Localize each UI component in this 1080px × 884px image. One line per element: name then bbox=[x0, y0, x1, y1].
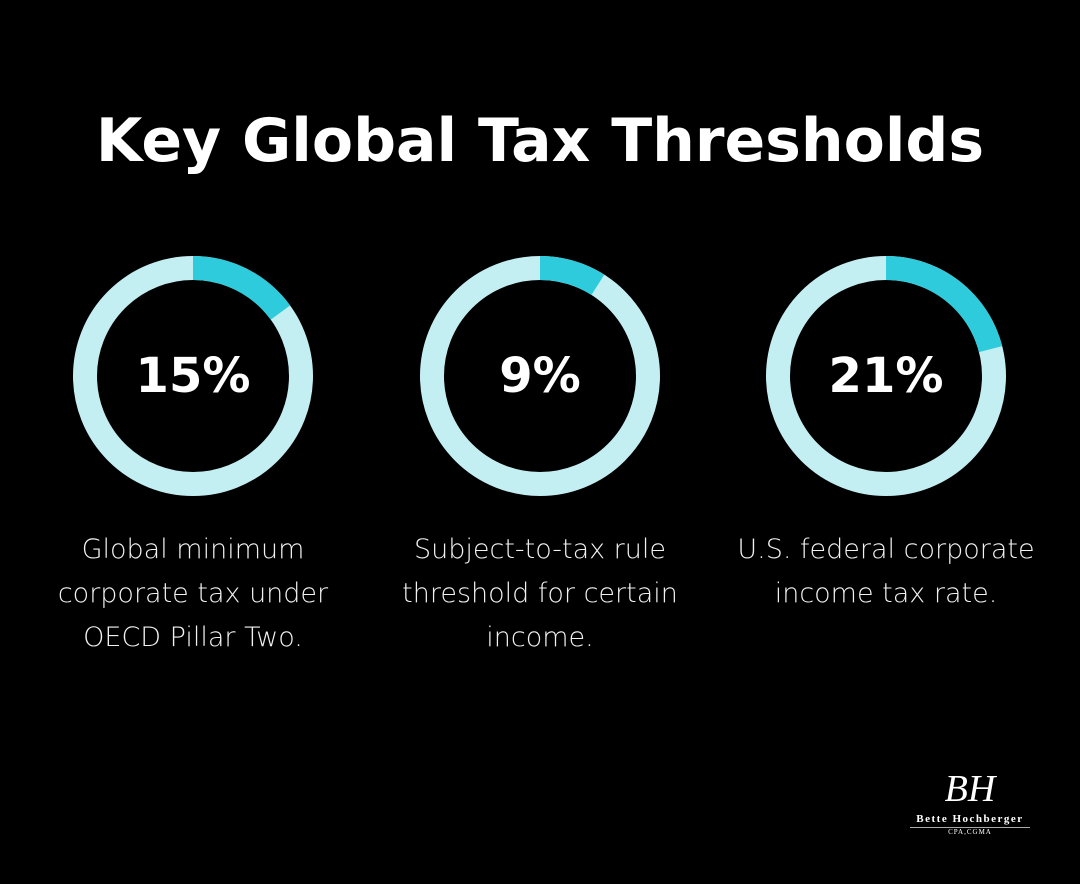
caption: Subject-to-tax rule threshold for certai… bbox=[402, 534, 678, 653]
caption: Global minimum corporate tax under OECD … bbox=[57, 534, 329, 653]
value-label: 9% bbox=[499, 348, 581, 404]
donut-arc bbox=[539, 256, 605, 296]
logo-monogram: BH bbox=[944, 768, 996, 810]
logo: BH Bette Hochberger CPA,CGMA bbox=[890, 765, 1050, 836]
caption: U.S. federal corporate income tax rate. bbox=[737, 534, 1035, 609]
title: Key Global Tax Thresholds bbox=[95, 106, 985, 176]
donut-arc bbox=[192, 256, 291, 320]
donut-arc bbox=[885, 256, 1003, 353]
logo-credentials: CPA,CGMA bbox=[910, 827, 1030, 836]
logo-name: Bette Hochberger bbox=[916, 813, 1024, 825]
value-label: 15% bbox=[136, 348, 251, 404]
value-label: 21% bbox=[829, 348, 944, 404]
